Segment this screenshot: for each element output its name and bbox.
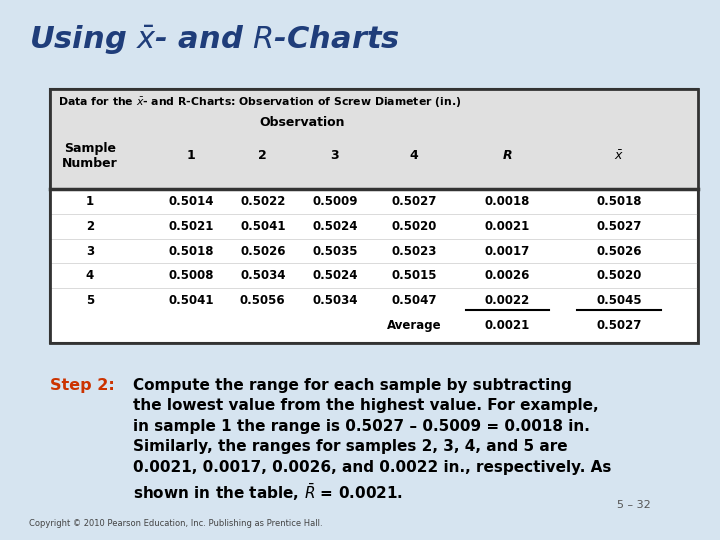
Text: 0.5035: 0.5035 (312, 245, 358, 258)
Text: R: R (503, 149, 513, 163)
Text: 1: 1 (86, 195, 94, 208)
Text: 2: 2 (86, 220, 94, 233)
Text: 2: 2 (258, 149, 267, 163)
Bar (50, 89, 698, 343)
Text: 0.5021: 0.5021 (168, 220, 214, 233)
Text: 0.5022: 0.5022 (240, 195, 286, 208)
Text: 0.5009: 0.5009 (312, 195, 358, 208)
Text: 0.5027: 0.5027 (596, 220, 642, 233)
Text: 0.5023: 0.5023 (391, 245, 437, 258)
Text: 0.5041: 0.5041 (240, 220, 286, 233)
Text: 0.5020: 0.5020 (596, 269, 642, 282)
Bar (50, 89, 698, 343)
Text: 0.0026: 0.0026 (485, 269, 531, 282)
Text: 4: 4 (86, 269, 94, 282)
Text: 0.0021: 0.0021 (485, 220, 530, 233)
Text: Data for the $\bar{x}$- and R-Charts: Observation of Screw Diameter (in.): Data for the $\bar{x}$- and R-Charts: Ob… (58, 96, 461, 110)
Text: 0.5015: 0.5015 (391, 269, 437, 282)
Text: 5: 5 (86, 294, 94, 307)
Text: Observation: Observation (260, 116, 345, 129)
Text: Sample
Number: Sample Number (62, 142, 118, 170)
Text: 0.5026: 0.5026 (596, 245, 642, 258)
Text: 0.0017: 0.0017 (485, 245, 530, 258)
Text: 0.5018: 0.5018 (168, 245, 214, 258)
Text: 0.5056: 0.5056 (240, 294, 286, 307)
Bar (50, 89, 698, 189)
Text: 0.5014: 0.5014 (168, 195, 214, 208)
Text: 0.5008: 0.5008 (168, 269, 214, 282)
Text: 0.0021: 0.0021 (485, 319, 530, 332)
Text: 0.5020: 0.5020 (391, 220, 437, 233)
Text: 0.5027: 0.5027 (596, 319, 642, 332)
Text: 3: 3 (86, 245, 94, 258)
Text: 5 – 32: 5 – 32 (617, 500, 650, 510)
Text: 0.0018: 0.0018 (485, 195, 531, 208)
Text: 0.5047: 0.5047 (391, 294, 437, 307)
Text: 1: 1 (186, 149, 195, 163)
Text: 0.5024: 0.5024 (312, 220, 358, 233)
Text: 0.5024: 0.5024 (312, 269, 358, 282)
Text: 0.5018: 0.5018 (596, 195, 642, 208)
Text: Average: Average (387, 319, 441, 332)
Text: 0.5045: 0.5045 (596, 294, 642, 307)
Text: Copyright © 2010 Pearson Education, Inc. Publishing as Prentice Hall.: Copyright © 2010 Pearson Education, Inc.… (29, 519, 323, 528)
Text: $\bar{x}$: $\bar{x}$ (614, 149, 624, 163)
Text: 3: 3 (330, 149, 339, 163)
Text: 0.5026: 0.5026 (240, 245, 286, 258)
Text: Using $\bar{x}$- and $R$-Charts: Using $\bar{x}$- and $R$-Charts (29, 24, 400, 57)
Text: 4: 4 (410, 149, 418, 163)
Text: 0.5034: 0.5034 (312, 294, 358, 307)
Text: 0.5027: 0.5027 (391, 195, 437, 208)
Text: 0.0022: 0.0022 (485, 294, 530, 307)
Text: 0.5041: 0.5041 (168, 294, 214, 307)
Text: Compute the range for each sample by subtracting
the lowest value from the highe: Compute the range for each sample by sub… (133, 378, 611, 503)
Text: Step 2:: Step 2: (50, 378, 115, 393)
Text: 0.5034: 0.5034 (240, 269, 286, 282)
